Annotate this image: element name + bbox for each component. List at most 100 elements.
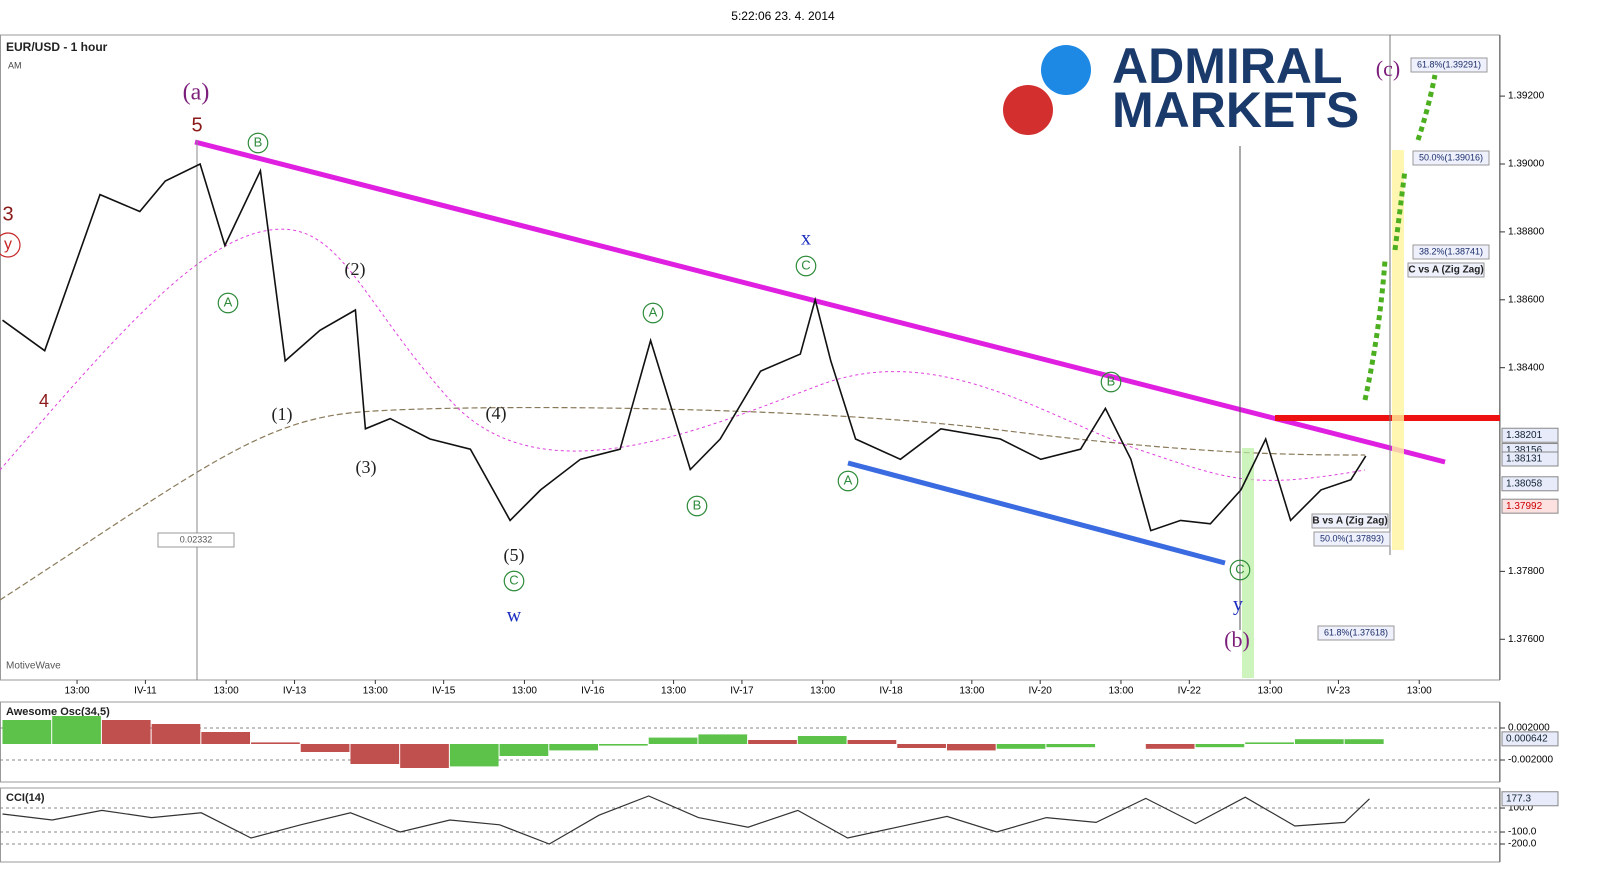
osc-bar: [400, 744, 449, 768]
wave-circle: [795, 255, 817, 277]
panel-title: EUR/USD - 1 hour: [6, 40, 108, 54]
osc-bar: [847, 740, 897, 744]
drawing: [847, 460, 1226, 566]
wave-circle: [837, 470, 859, 492]
price-line: [2, 162, 1367, 532]
osc-bar: [1245, 742, 1294, 744]
y-tick-label: 1.39200: [1508, 91, 1545, 102]
price-tag: 1.38131: [1506, 454, 1543, 465]
x-tick-label: 13:00: [661, 686, 686, 697]
osc-bar: [897, 744, 946, 748]
panel-title: CCI(14): [6, 792, 45, 804]
annotation: C: [509, 572, 518, 587]
price-tag: 1.38201: [1506, 430, 1543, 441]
x-tick-label: 13:00: [512, 686, 537, 697]
annotation: 0.02332: [180, 534, 213, 544]
wave-circle: [1229, 559, 1251, 581]
annotation: A: [649, 304, 658, 319]
osc-bar: [201, 732, 251, 744]
y-tick-label: 1.39000: [1508, 159, 1545, 170]
label-box: [157, 532, 235, 548]
wave-circle: [686, 495, 708, 517]
annotation: 50.0%(1.39016): [1419, 152, 1483, 162]
annotation: 4: [39, 391, 49, 411]
osc-bar: [1344, 739, 1384, 744]
osc-bar: [1145, 744, 1195, 749]
drawing: [0, 406, 1366, 601]
watermark: MotiveWave: [6, 661, 61, 672]
y-tick-label: -200.0: [1508, 839, 1537, 850]
price-tag-box: [1501, 731, 1559, 747]
x-tick-label: 13:00: [810, 686, 835, 697]
annotation: (a): [183, 80, 210, 106]
osc-bar: [549, 744, 599, 751]
wave-circle: [503, 570, 525, 592]
x-tick-label: 13:00: [959, 686, 984, 697]
drawing: [0, 228, 1366, 481]
osc-bar: [1294, 739, 1344, 744]
annotation: B vs A (Zig Zag): [1312, 516, 1387, 527]
annotation: C vs A (Zig Zag): [1408, 265, 1483, 276]
price-tag-box: [1501, 427, 1559, 443]
annotation: x: [801, 228, 811, 250]
logo-text: ADMIRAL: [1112, 38, 1343, 94]
price-tag: 1.37992: [1506, 501, 1543, 512]
y-tick-label: 1.37800: [1508, 566, 1545, 577]
annotation: (4): [486, 403, 507, 424]
annotation: A: [844, 472, 853, 487]
osc-bar: [599, 744, 648, 746]
label-box: [1407, 262, 1485, 278]
osc-bar: [797, 736, 847, 744]
drawing: [194, 139, 1446, 465]
price-tag-box: [1501, 476, 1559, 492]
osc-bar: [1195, 744, 1245, 748]
annotation: (2): [345, 259, 366, 280]
osc-bar: [151, 724, 201, 744]
x-tick-label: 13:00: [1407, 686, 1432, 697]
annotation: B: [254, 134, 263, 149]
annotation: 50.0%(1.37893): [1320, 533, 1384, 543]
annotation: A: [224, 294, 233, 309]
annotation: (1): [272, 404, 293, 425]
price-tag-box: [1501, 498, 1559, 514]
annotation: (b): [1224, 627, 1250, 652]
annotation: y: [1233, 594, 1243, 616]
x-tick-label: IV-23: [1327, 686, 1351, 697]
annotation: (3): [356, 457, 377, 478]
price-tag: 1.38058: [1506, 478, 1543, 489]
wave-circle: [642, 302, 664, 324]
logo-text: MARKETS: [1112, 82, 1359, 138]
label-box: [1313, 531, 1391, 547]
osc-bar: [946, 744, 996, 751]
x-tick-label: IV-20: [1029, 686, 1053, 697]
osc-bar: [499, 744, 549, 756]
price-line: [2, 795, 1370, 845]
drawing: [1362, 74, 1438, 401]
annotation: (5): [504, 545, 525, 566]
osc-bar: [449, 744, 499, 767]
osc-bar: [350, 744, 400, 764]
x-tick-label: 13:00: [65, 686, 90, 697]
logo-dot: [1041, 45, 1091, 95]
osc-bar: [2, 720, 52, 744]
wave-circle: [217, 292, 239, 314]
annotation: w: [507, 605, 522, 627]
annotation: (c): [1376, 56, 1400, 81]
label-box: [1412, 150, 1490, 166]
price-tag-box: [1501, 451, 1559, 467]
annotation: 5: [191, 114, 202, 136]
x-tick-label: IV-17: [730, 686, 754, 697]
osc-bar: [251, 742, 300, 744]
y-tick-label: 1.38400: [1508, 362, 1545, 373]
wave-circle: [1100, 371, 1122, 393]
osc-bar: [996, 744, 1046, 749]
label-box: [1412, 244, 1490, 260]
price-tag-box: [1501, 791, 1559, 807]
x-tick-label: IV-15: [432, 686, 456, 697]
price-tag: 177.3: [1506, 793, 1531, 804]
osc-bar: [1046, 744, 1096, 748]
y-tick-label: 1.38800: [1508, 227, 1545, 238]
price-tag: 0.000642: [1506, 734, 1548, 745]
